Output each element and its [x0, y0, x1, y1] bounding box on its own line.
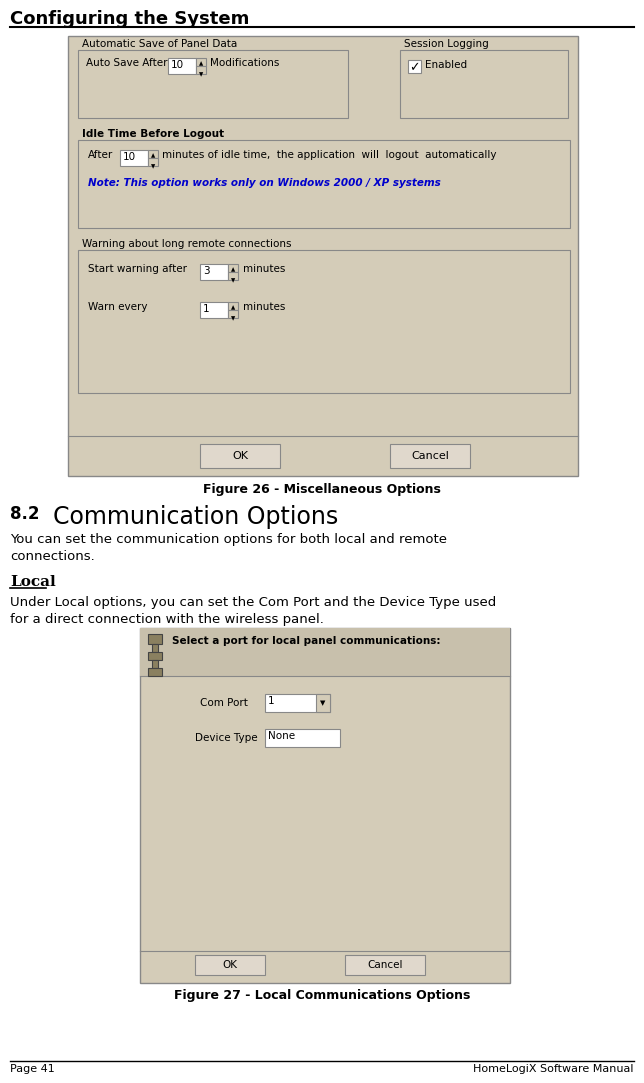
Text: Local: Local	[10, 575, 56, 589]
Bar	[148, 158, 158, 166]
Bar	[152, 660, 158, 668]
Bar	[140, 628, 510, 983]
Text: You can set the communication options for both local and remote: You can set the communication options fo…	[10, 533, 447, 546]
Bar	[265, 729, 340, 747]
Bar	[78, 140, 570, 229]
Bar	[148, 151, 158, 158]
Bar	[195, 955, 265, 975]
Text: Configuring the System: Configuring the System	[10, 10, 249, 28]
Text: 1: 1	[203, 304, 210, 314]
Text: minutes: minutes	[243, 264, 285, 274]
Text: 8.2: 8.2	[10, 505, 39, 523]
Text: Note: This option works only on Windows 2000 / XP systems: Note: This option works only on Windows …	[88, 178, 440, 188]
Bar	[228, 310, 238, 318]
Text: Start warning after: Start warning after	[88, 264, 187, 274]
Text: Automatic Save of Panel Data: Automatic Save of Panel Data	[82, 39, 237, 49]
Bar	[78, 250, 570, 393]
Text: Select a port for local panel communications:: Select a port for local panel communicat…	[172, 636, 440, 645]
Text: ✓: ✓	[409, 61, 419, 74]
Text: Auto Save After: Auto Save After	[86, 58, 167, 68]
Bar	[200, 264, 228, 280]
Text: Modifications: Modifications	[210, 58, 279, 68]
Bar	[196, 66, 206, 74]
Text: ▼: ▼	[151, 164, 155, 169]
Text: 3: 3	[203, 266, 210, 276]
Text: Warning about long remote connections: Warning about long remote connections	[82, 239, 292, 249]
Bar	[196, 58, 206, 66]
Text: 10: 10	[123, 152, 136, 162]
Text: HomeLogiX Software Manual: HomeLogiX Software Manual	[473, 1064, 634, 1074]
Bar	[78, 50, 348, 118]
Bar	[68, 36, 578, 477]
Text: for a direct connection with the wireless panel.: for a direct connection with the wireles…	[10, 613, 324, 626]
Bar	[390, 444, 470, 468]
Text: Figure 27 - Local Communications Options: Figure 27 - Local Communications Options	[174, 989, 470, 1002]
Bar	[408, 60, 421, 73]
Bar	[228, 264, 238, 272]
Bar	[228, 302, 238, 310]
Bar	[168, 58, 196, 74]
Text: None: None	[268, 731, 295, 741]
Text: ▼: ▼	[199, 71, 203, 77]
Text: Idle Time Before Logout: Idle Time Before Logout	[82, 129, 224, 139]
Text: Session Logging: Session Logging	[404, 39, 489, 49]
Text: OK: OK	[232, 451, 248, 461]
Text: Warn every: Warn every	[88, 302, 147, 312]
Text: Cancel: Cancel	[367, 960, 402, 970]
Bar	[148, 668, 162, 676]
Bar	[200, 444, 280, 468]
Text: Communication Options: Communication Options	[38, 505, 338, 529]
Text: ▲: ▲	[231, 305, 235, 310]
Bar	[345, 955, 425, 975]
Bar	[228, 272, 238, 280]
Text: minutes: minutes	[243, 302, 285, 312]
Text: Under Local options, you can set the Com Port and the Device Type used: Under Local options, you can set the Com…	[10, 596, 497, 609]
Text: Com Port: Com Port	[200, 699, 248, 708]
Text: ▼: ▼	[320, 700, 326, 706]
Text: Cancel: Cancel	[411, 451, 449, 461]
Bar	[200, 302, 228, 318]
Bar	[316, 694, 330, 712]
Bar	[400, 50, 568, 118]
Text: ▲: ▲	[151, 153, 155, 158]
Text: Figure 26 - Miscellaneous Options: Figure 26 - Miscellaneous Options	[203, 483, 441, 496]
Bar	[148, 652, 162, 660]
Bar	[265, 694, 330, 712]
Text: Device Type: Device Type	[195, 733, 258, 743]
Text: After: After	[88, 151, 113, 160]
Text: ▲: ▲	[231, 268, 235, 272]
Text: ▲: ▲	[199, 61, 203, 66]
Bar	[152, 644, 158, 652]
Text: connections.: connections.	[10, 550, 95, 563]
Text: 1: 1	[268, 696, 274, 706]
Text: Enabled: Enabled	[425, 60, 467, 70]
Text: 10: 10	[171, 60, 184, 70]
Text: OK: OK	[222, 960, 238, 970]
Text: ▼: ▼	[231, 278, 235, 283]
Bar	[140, 628, 510, 676]
Bar	[120, 151, 148, 166]
Bar	[148, 634, 162, 644]
Text: minutes of idle time,  the application  will  logout  automatically: minutes of idle time, the application wi…	[162, 151, 497, 160]
Text: ▼: ▼	[231, 316, 235, 321]
Text: Page 41: Page 41	[10, 1064, 55, 1074]
